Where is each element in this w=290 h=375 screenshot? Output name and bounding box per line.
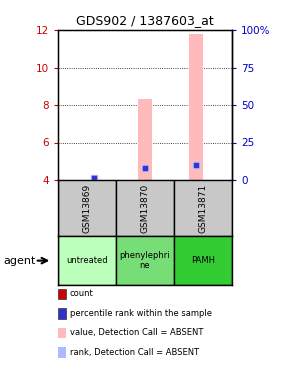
Text: percentile rank within the sample: percentile rank within the sample [70,309,212,318]
Text: value, Detection Call = ABSENT: value, Detection Call = ABSENT [70,328,203,338]
Bar [174,236,232,285]
Text: untreated: untreated [66,256,108,265]
Bar [174,180,232,236]
Title: GDS902 / 1387603_at: GDS902 / 1387603_at [76,15,214,27]
Text: GSM13870: GSM13870 [140,183,150,233]
Text: GSM13871: GSM13871 [198,183,208,233]
Text: phenylephri
ne: phenylephri ne [120,251,170,270]
Bar [58,180,116,236]
Bar [138,99,152,180]
Text: agent: agent [3,256,35,266]
Text: PAMH: PAMH [191,256,215,265]
Bar [116,180,174,236]
Text: GSM13869: GSM13869 [82,183,92,233]
Bar [189,34,203,180]
Text: count: count [70,290,93,298]
Bar [116,236,174,285]
Text: rank, Detection Call = ABSENT: rank, Detection Call = ABSENT [70,348,199,357]
Bar [58,236,116,285]
